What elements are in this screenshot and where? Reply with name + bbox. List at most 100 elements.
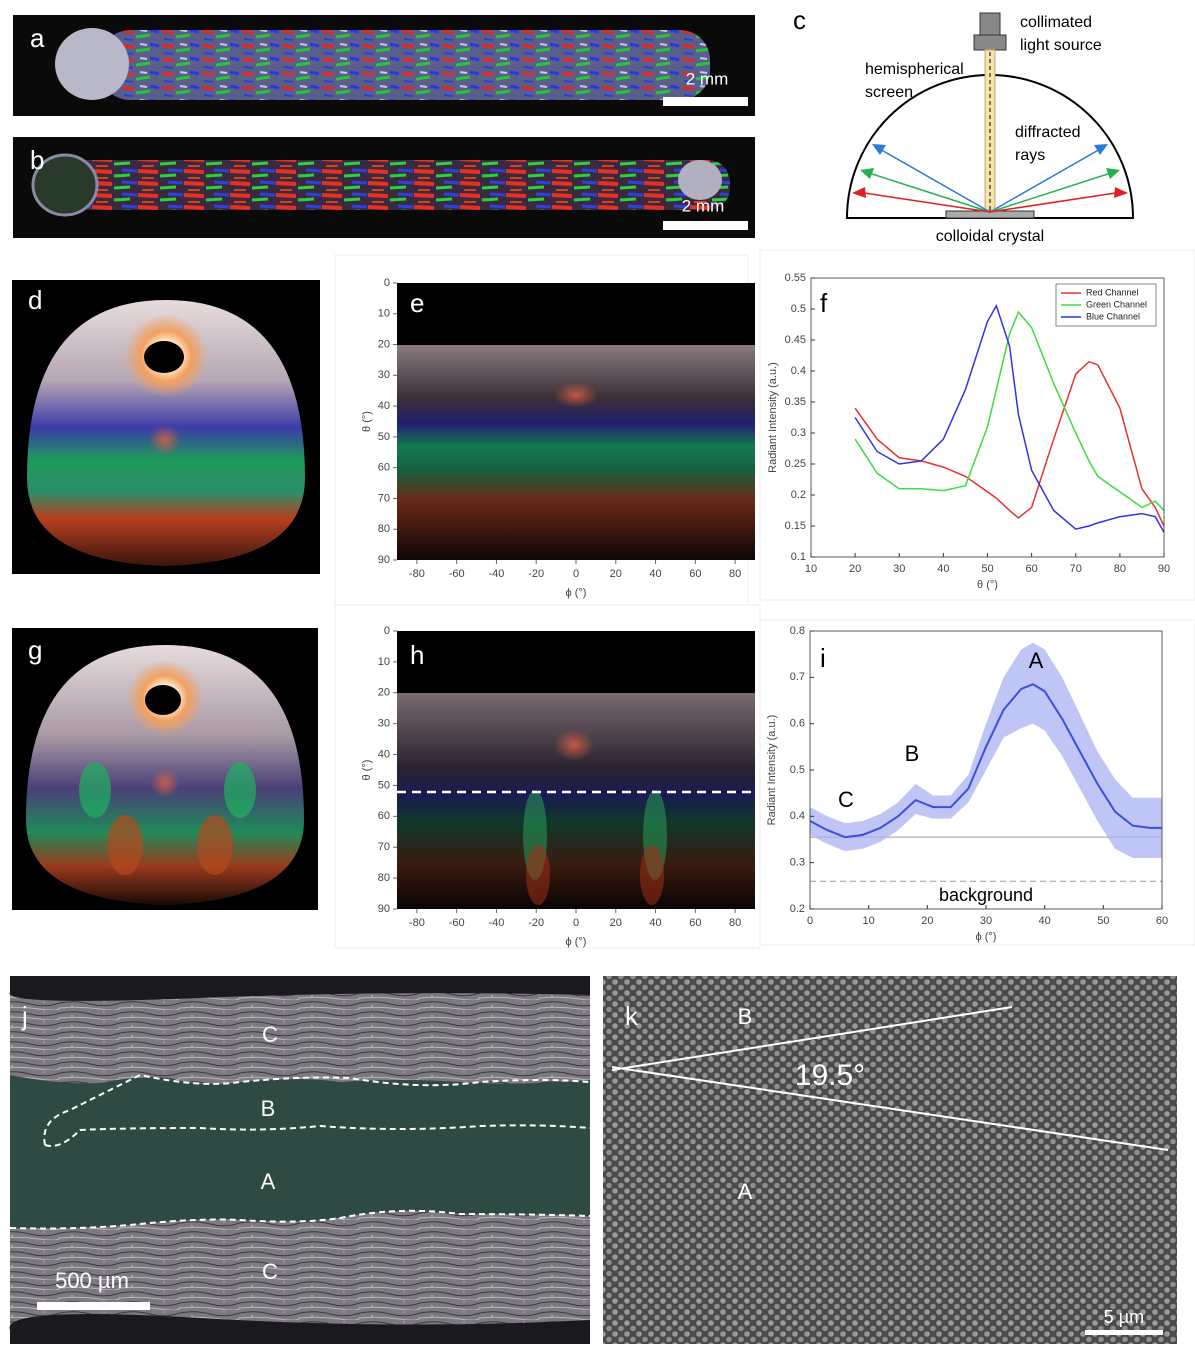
y-tick-label: 90 xyxy=(378,903,390,915)
y-tick-label: 0.25 xyxy=(785,458,806,470)
panel-label: h xyxy=(410,640,424,670)
y-tick-label: 0.1 xyxy=(791,551,806,563)
red-lobe xyxy=(107,815,143,875)
colloidal-crystal xyxy=(945,210,1035,219)
diagram-label: screen xyxy=(865,84,913,101)
y-tick-label: 20 xyxy=(378,338,390,350)
y-tick-label: 40 xyxy=(378,400,390,412)
spectrum-band xyxy=(397,345,755,560)
boundary xyxy=(43,1073,591,1146)
legend-label: Red Channel xyxy=(1086,287,1139,297)
x-axis-label: θ (°) xyxy=(977,579,998,591)
annotation: A xyxy=(1029,648,1044,673)
y-tick-label: 0.35 xyxy=(785,396,806,408)
y-tick-label: 20 xyxy=(378,687,390,699)
x-tick-label: 0 xyxy=(807,915,813,927)
y-tick-label: 0 xyxy=(384,625,390,637)
x-tick-label: 60 xyxy=(1026,563,1038,575)
y-tick-label: 30 xyxy=(378,718,390,730)
arrowhead xyxy=(852,187,866,198)
x-tick-label: 80 xyxy=(1114,563,1126,575)
x-tick-label: -20 xyxy=(528,917,544,929)
diagram-label: colloidal crystal xyxy=(936,228,1044,245)
green-lobe xyxy=(79,762,111,818)
x-tick-label: 30 xyxy=(980,915,992,927)
y-tick-label: 0.5 xyxy=(791,303,806,315)
specimen-b-tail xyxy=(678,160,722,200)
y-axis-label: θ (°) xyxy=(361,760,373,781)
x-tick-label: -60 xyxy=(449,917,465,929)
hole xyxy=(144,341,184,373)
red-lobe xyxy=(197,815,233,875)
diagram-label: collimated xyxy=(1020,14,1092,31)
error-band xyxy=(810,642,1162,859)
boundary xyxy=(9,1209,591,1230)
x-tick-label: 40 xyxy=(1039,915,1051,927)
diagram-label: light source xyxy=(1020,37,1102,54)
arrowhead xyxy=(1094,144,1108,155)
x-tick-label: 60 xyxy=(689,917,701,929)
x-tick-label: 10 xyxy=(805,563,817,575)
ray xyxy=(865,171,991,213)
ray xyxy=(989,191,1123,213)
region-label: B xyxy=(738,1004,753,1029)
y-tick-label: 90 xyxy=(378,554,390,566)
specimen-b xyxy=(60,160,730,210)
y-tick-label: 0.4 xyxy=(791,365,806,377)
y-axis-label: Radiant Intensity (a.u.) xyxy=(767,362,779,473)
legend-label: Blue Channel xyxy=(1086,311,1140,321)
edge xyxy=(9,976,590,1001)
spot xyxy=(554,729,594,761)
spectrum-band xyxy=(397,693,755,909)
y-tick-label: 0.2 xyxy=(791,489,806,501)
boundaries xyxy=(9,1073,591,1230)
light-source xyxy=(979,12,1001,36)
edge xyxy=(9,1314,590,1344)
spot xyxy=(150,768,180,798)
x-tick-label: 40 xyxy=(649,917,661,929)
data-line xyxy=(809,683,1162,839)
panel-label: a xyxy=(30,23,45,53)
x-axis-label: ϕ (°) xyxy=(566,587,587,599)
ray xyxy=(857,191,991,213)
y-axis-label: Radiant Intensity (a.u.) xyxy=(766,715,778,826)
spot xyxy=(149,424,181,456)
light-source-base xyxy=(973,34,1007,51)
y-tick-label: 0.4 xyxy=(790,810,805,822)
y-tick-label: 70 xyxy=(378,841,390,853)
ray xyxy=(877,147,991,213)
x-tick-label: 60 xyxy=(689,568,701,580)
data-line xyxy=(854,310,1165,512)
scale-bar xyxy=(37,1302,150,1310)
x-tick-label: 0 xyxy=(573,568,579,580)
panel-label: f xyxy=(820,288,828,318)
y-tick-label: 30 xyxy=(378,369,390,381)
panel-label: j xyxy=(21,1001,28,1031)
annotation: B xyxy=(905,741,920,766)
y-tick-label: 0 xyxy=(384,277,390,289)
diagram-label: diffracted xyxy=(1015,124,1081,141)
ray xyxy=(989,147,1103,213)
y-tick-label: 50 xyxy=(378,779,390,791)
region-label: C xyxy=(262,1259,278,1284)
y-tick-label: 0.3 xyxy=(790,857,805,869)
x-tick-label: 20 xyxy=(610,568,622,580)
x-tick-label: 70 xyxy=(1070,563,1082,575)
scale-bar-label: 500 µm xyxy=(55,1268,129,1293)
y-tick-label: 60 xyxy=(378,810,390,822)
diagram-label: rays xyxy=(1015,147,1045,164)
x-tick-label: 10 xyxy=(863,915,875,927)
x-tick-label: 80 xyxy=(729,568,741,580)
panel-label: e xyxy=(410,288,424,318)
y-tick-label: 0.8 xyxy=(790,625,805,637)
x-axis-label: ϕ (°) xyxy=(566,936,587,948)
panel-label: c xyxy=(793,5,806,35)
region xyxy=(10,1075,590,1229)
x-tick-label: 60 xyxy=(1156,915,1168,927)
angle-label: 19.5° xyxy=(795,1059,865,1092)
annotation: C xyxy=(838,787,854,812)
rays xyxy=(857,147,1123,213)
y-tick-label: 0.5 xyxy=(790,764,805,776)
arrowhead xyxy=(872,144,886,155)
x-tick-label: 40 xyxy=(649,568,661,580)
